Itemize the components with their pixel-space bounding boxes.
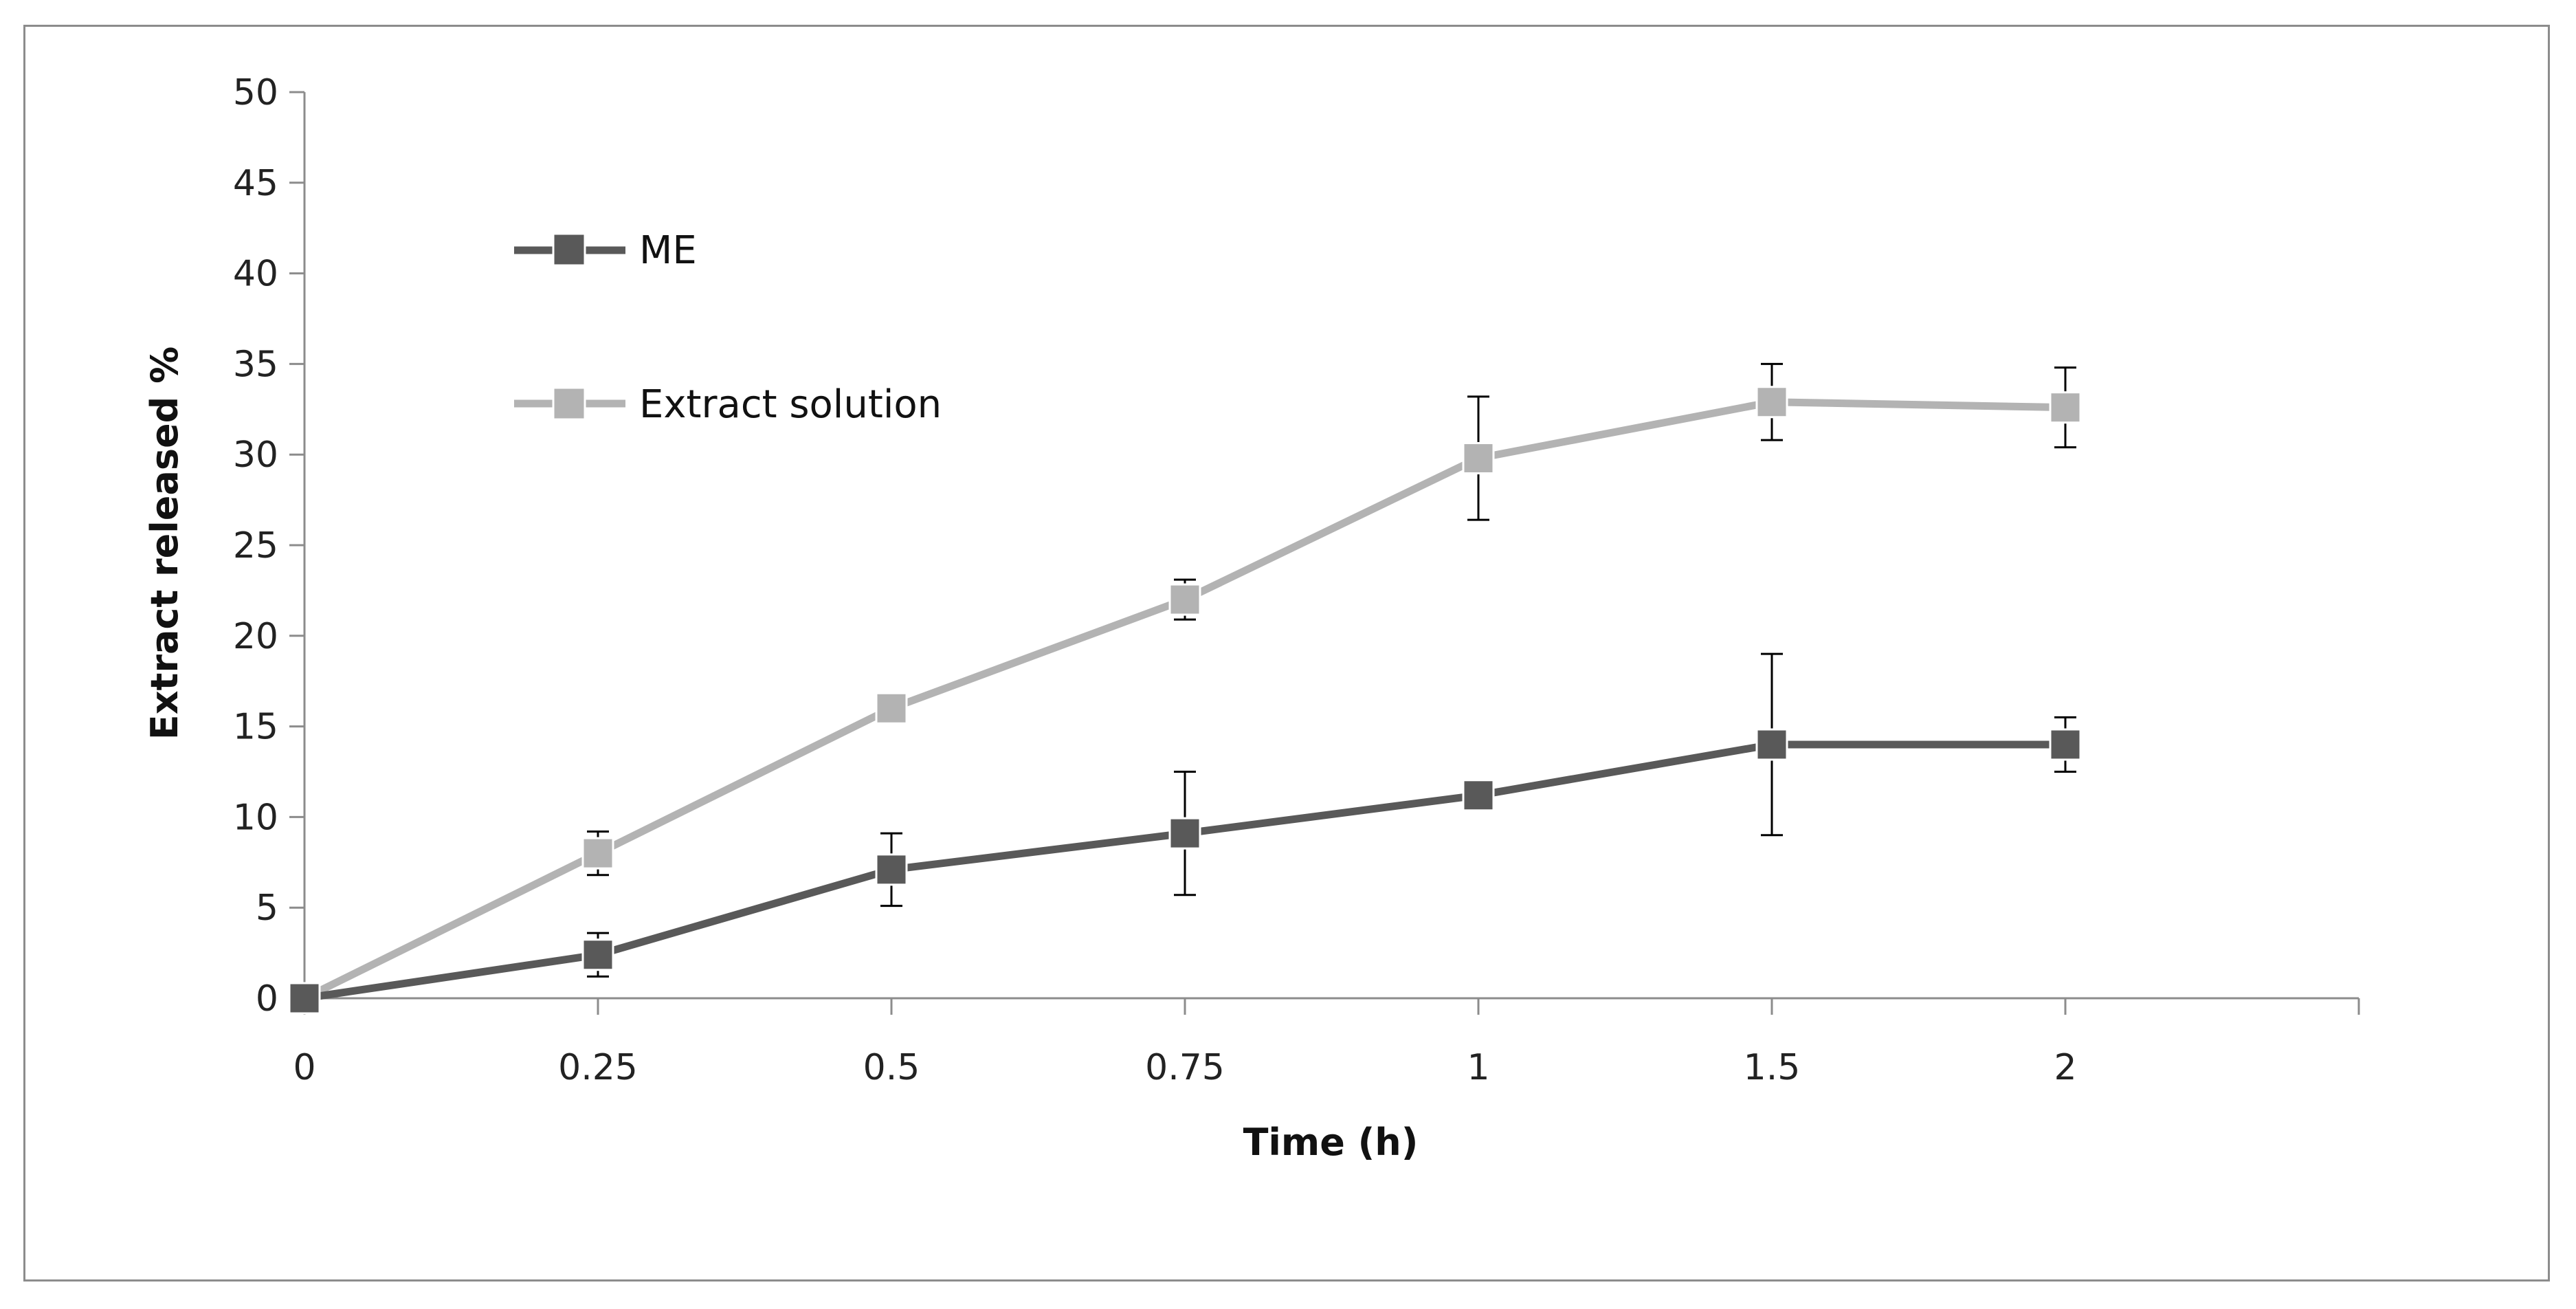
y-tick-label: 40 <box>233 254 278 295</box>
x-tick-label: 0.25 <box>558 1047 638 1088</box>
series-extract-solution <box>288 362 2082 1015</box>
y-tick-label: 30 <box>233 434 278 476</box>
y-ticks: 0 5 10 15 20 25 30 35 40 45 50 <box>233 72 304 1020</box>
legend: ME Extract solution <box>514 228 942 427</box>
data-point-extract-solution <box>1168 583 1201 616</box>
data-point-me <box>288 982 321 1015</box>
x-tick-label: 0.75 <box>1145 1047 1225 1088</box>
x-tick-label: 1.5 <box>1744 1047 1801 1088</box>
data-point-me <box>1755 728 1788 761</box>
y-tick-label: 5 <box>256 888 278 929</box>
chart-frame <box>23 25 2550 1282</box>
legend-label-me: ME <box>639 228 697 273</box>
legend-item-me: ME <box>514 228 697 273</box>
legend-label-extract-solution: Extract solution <box>639 382 942 427</box>
data-point-extract-solution <box>1462 441 1495 474</box>
legend-swatch-marker-me <box>552 232 586 267</box>
x-tick-label: 0.5 <box>863 1047 920 1088</box>
series-layer <box>288 362 2082 1015</box>
y-tick-label: 50 <box>233 72 278 113</box>
data-point-extract-solution <box>875 692 908 725</box>
legend-swatch-marker-extract-solution <box>552 386 586 421</box>
legend-item-extract-solution: Extract solution <box>514 382 942 427</box>
x-tick-label: 2 <box>2054 1047 2076 1088</box>
x-ticks: 0 0.25 0.5 0.75 1 1.5 2 <box>293 998 2360 1088</box>
y-tick-label: 35 <box>233 344 278 385</box>
series-line-extract-solution <box>302 398 2066 1002</box>
y-axis-title: Extract released % <box>143 346 186 740</box>
y-tick-label: 10 <box>233 797 278 838</box>
y-tick-label: 15 <box>233 707 278 748</box>
y-tick-label: 45 <box>233 163 278 204</box>
x-tick-label: 0 <box>293 1047 315 1088</box>
y-tick-label: 20 <box>233 616 278 657</box>
y-tick-label: 25 <box>233 525 278 566</box>
y-tick-label: 0 <box>256 978 278 1020</box>
data-point-extract-solution <box>2049 391 2082 424</box>
data-point-me <box>1168 817 1201 850</box>
data-point-me <box>581 938 614 971</box>
data-point-extract-solution <box>1755 386 1788 419</box>
data-point-me <box>2049 728 2082 761</box>
series-me <box>288 652 2082 1015</box>
x-axis-title: Time (h) <box>1243 1121 1419 1164</box>
data-point-extract-solution <box>581 837 614 870</box>
data-point-me <box>1462 779 1495 812</box>
data-point-me <box>875 853 908 886</box>
x-tick-label: 1 <box>1467 1047 1489 1088</box>
